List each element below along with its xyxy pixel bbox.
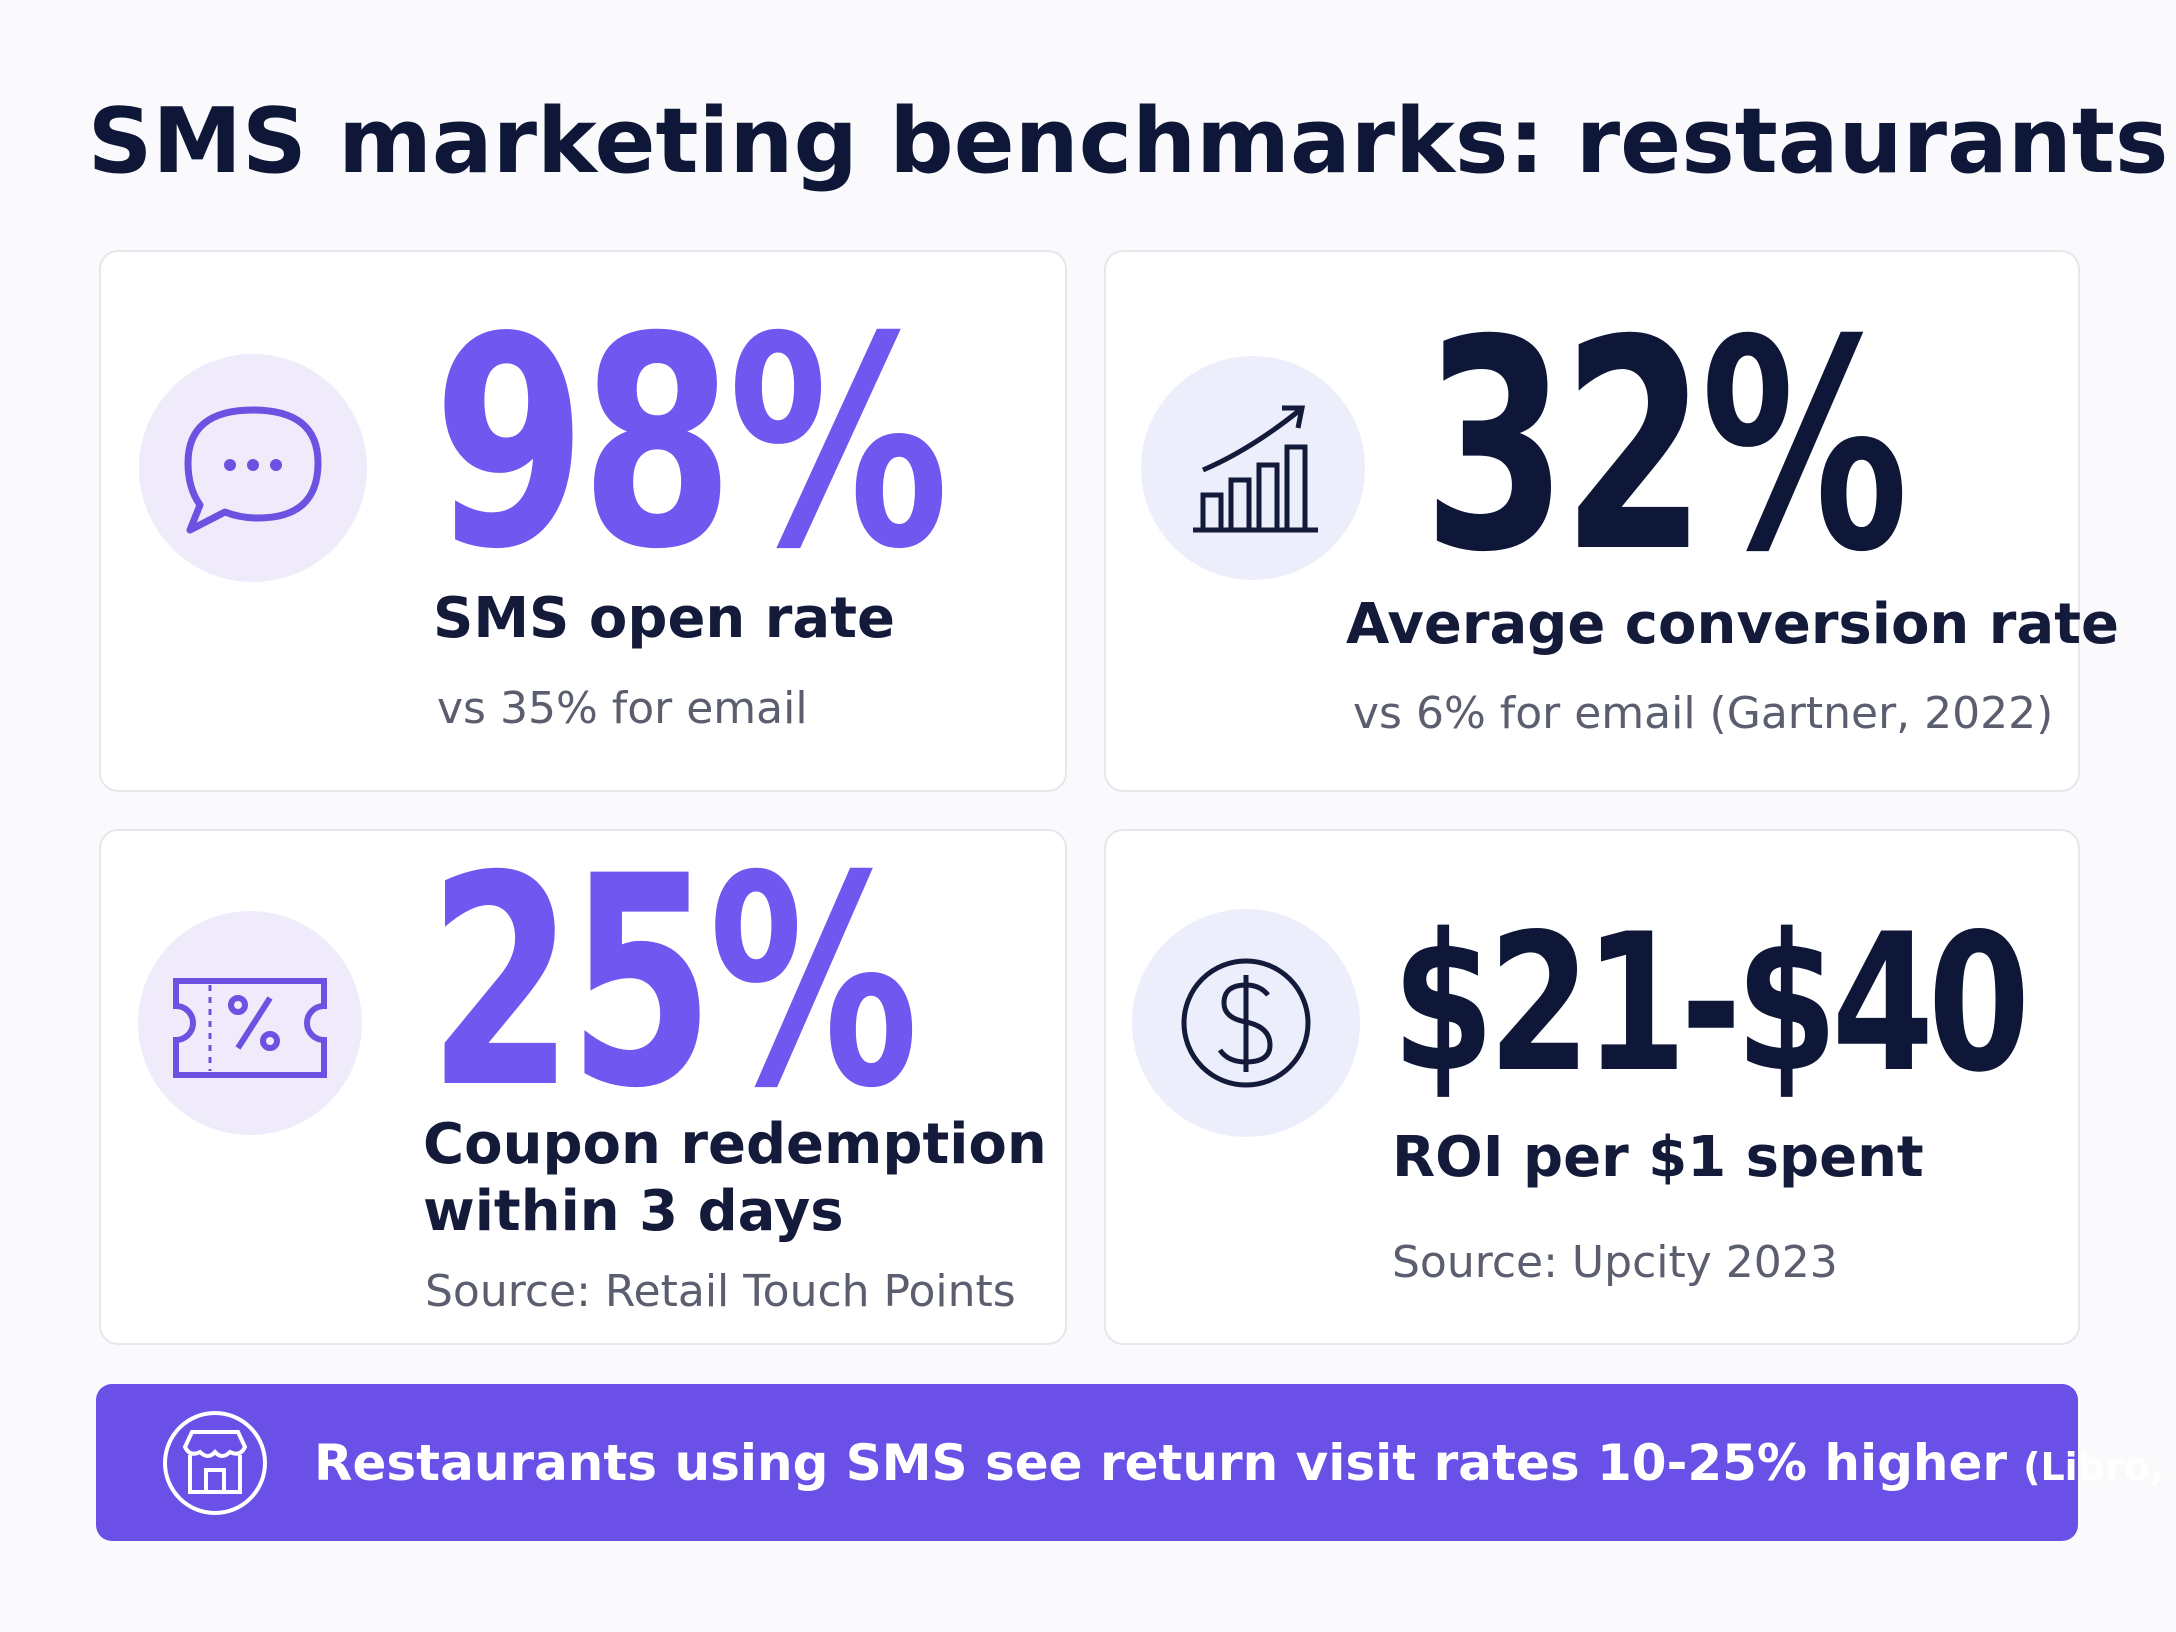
chat-icon	[139, 354, 367, 582]
banner-source: (Libro, 2024)	[2023, 1445, 2176, 1489]
stat-note: Source: Retail Touch Points	[425, 1266, 1016, 1317]
banner-claim: Restaurants using SMS see return visit r…	[314, 1434, 2007, 1492]
stat-note: Source: Upcity 2023	[1392, 1237, 1838, 1288]
stat-label: Coupon redemption	[423, 1112, 1047, 1177]
stat-value: 98%	[433, 276, 945, 613]
store-icon	[163, 1411, 267, 1515]
stat-label: SMS open rate	[433, 586, 895, 651]
stat-note: vs 6% for email (Gartner, 2022)	[1353, 688, 2053, 739]
stat-note: vs 35% for email	[437, 683, 808, 734]
card-texts: 98%SMS open rate vs 35% for email 32%Avera…	[423, 276, 2119, 1317]
stat-value: $21-$40	[1392, 893, 2024, 1114]
stat-label: ROI per $1 spent	[1392, 1125, 1924, 1190]
title: SMS marketing benchmarks: restaurants	[88, 89, 2169, 194]
card	[1104, 250, 2080, 792]
dollar-icon	[1132, 909, 1360, 1137]
card	[1104, 829, 2080, 1345]
card	[99, 250, 1067, 792]
chart-icon	[1141, 356, 1365, 580]
stat-value: 32%	[1423, 279, 1905, 616]
banner-text: Restaurants using SMS see return visit r…	[314, 1434, 2176, 1492]
stat-label: Average conversion rate	[1346, 592, 2119, 657]
stat-label: within 3 days	[423, 1179, 844, 1244]
banner	[96, 1384, 2078, 1541]
stat-value: 25%	[428, 815, 915, 1152]
coupon-icon	[138, 911, 362, 1135]
